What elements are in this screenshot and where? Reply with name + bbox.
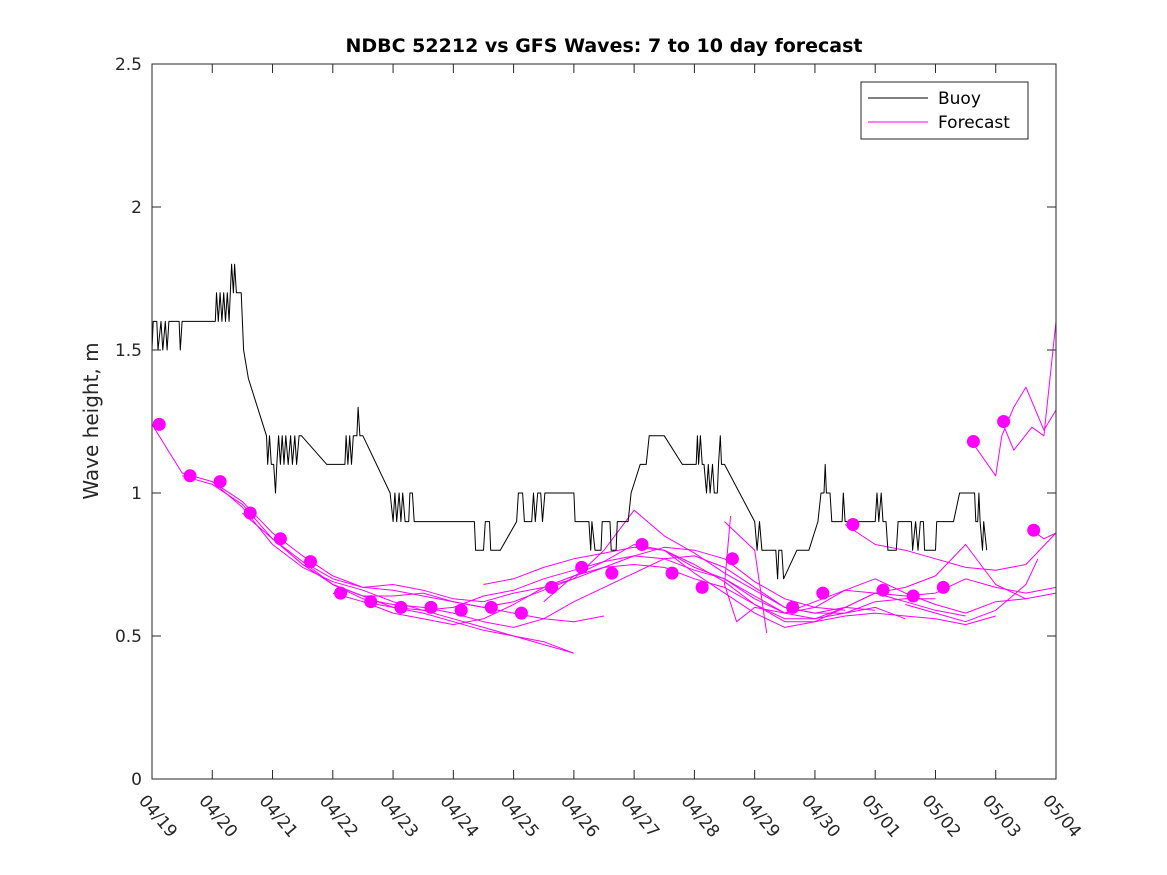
forecast-marker-7 (364, 595, 378, 609)
forecast-marker-8 (394, 600, 408, 614)
forecast-line-6 (302, 509, 906, 620)
forecast-marker-24 (906, 589, 920, 603)
chart-title: NDBC 52212 vs GFS Waves: 7 to 10 day for… (345, 35, 862, 57)
forecast-marker-6 (334, 586, 348, 600)
forecast-marker-0 (152, 417, 166, 431)
forecast-marker-27 (997, 415, 1011, 428)
forecast-line-9 (483, 546, 996, 626)
forecast-marker-14 (575, 560, 589, 574)
forecast-marker-11 (484, 600, 498, 614)
forecast-series-group (151, 321, 1057, 654)
forecast-marker-15 (605, 566, 619, 580)
buoy-series-group (151, 263, 988, 580)
forecast-marker-18 (695, 580, 709, 594)
forecast-marker-1 (183, 469, 197, 483)
forecast-line-12 (724, 515, 1057, 623)
forecast-marker-12 (514, 606, 528, 620)
y-tick-label: 1 (131, 484, 142, 504)
plot-background (152, 64, 1056, 779)
forecast-marker-5 (304, 555, 317, 569)
forecast-line-1 (151, 424, 605, 623)
forecast-line-17 (1001, 321, 1057, 451)
y-axis-label: Wave height, m (79, 342, 103, 499)
forecast-marker-20 (786, 600, 800, 614)
forecast-marker-25 (936, 580, 950, 594)
forecast-marker-13 (545, 580, 559, 594)
plot-area (152, 64, 1056, 779)
y-tick-label: 0.5 (115, 627, 142, 647)
forecast-marker-16 (635, 538, 649, 551)
forecast-marker-23 (876, 583, 890, 597)
forecast-line-3 (211, 481, 575, 654)
forecast-marker-4 (273, 532, 287, 546)
y-tick-label: 0 (131, 770, 142, 790)
legend: Buoy Forecast (860, 81, 1029, 140)
forecast-markers-group (152, 415, 1041, 620)
y-axis-ticks: 0 0.5 1 1.5 2 2.5 (115, 55, 1056, 790)
forecast-line-13 (724, 521, 768, 634)
y-tick-label: 2.5 (115, 55, 142, 75)
forecast-marker-3 (243, 506, 257, 520)
y-tick-label: 2 (131, 198, 142, 218)
forecast-marker-26 (966, 435, 980, 448)
axes-box (151, 63, 1057, 780)
forecast-marker-22 (846, 518, 860, 531)
forecast-marker-9 (424, 600, 438, 614)
forecast-marker-28 (1027, 523, 1041, 537)
forecast-line-11 (663, 544, 1057, 628)
y-tick-label: 1.5 (115, 341, 142, 361)
forecast-marker-10 (454, 603, 468, 617)
legend-box (860, 81, 1029, 140)
legend-buoy-label: Buoy (938, 89, 981, 109)
forecast-marker-17 (665, 566, 679, 580)
forecast-marker-19 (725, 552, 739, 566)
buoy-line (151, 263, 988, 580)
forecast-marker-2 (213, 475, 227, 489)
forecast-line-14 (844, 524, 1057, 571)
legend-forecast-label: Forecast (938, 113, 1010, 133)
axes-frame (151, 63, 1057, 780)
forecast-line-16 (971, 386, 1057, 477)
forecast-marker-21 (816, 586, 830, 600)
forecast-line-15 (905, 558, 1039, 623)
